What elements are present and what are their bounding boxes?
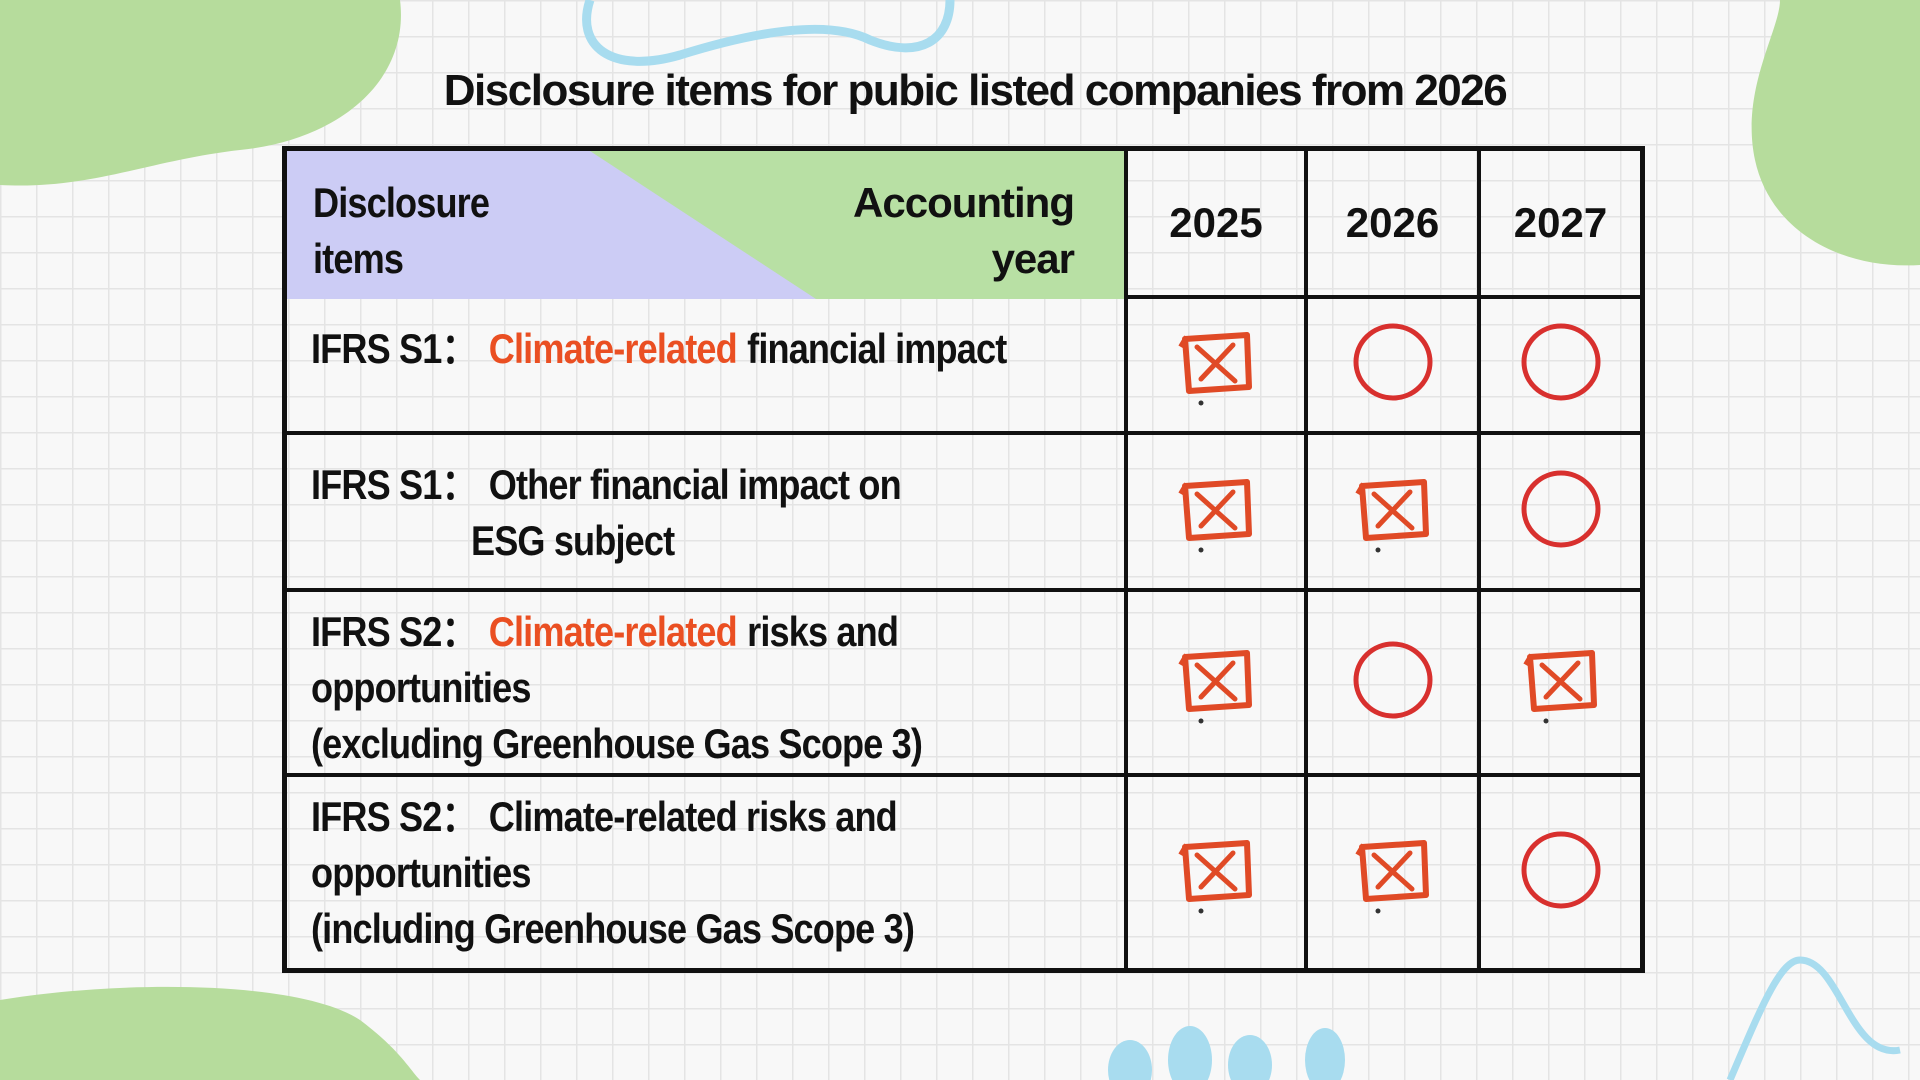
status-circle xyxy=(1521,831,1600,909)
year-header: Accounting year xyxy=(853,179,1075,282)
x-mark xyxy=(1194,660,1238,701)
header-bg xyxy=(287,151,1124,299)
table-row: IFRS S1： Climate-related financial impact xyxy=(282,294,1645,435)
highlight-text: Climate-related xyxy=(488,324,738,372)
status-cell xyxy=(1304,772,1481,973)
item-text: IFRS S2： Climate-related risks and opportu… xyxy=(311,789,915,957)
header-corner: Disclosure items Accounting year xyxy=(282,146,1128,299)
table-row: IFRS S1： Other financial impact on ESG sub… xyxy=(282,430,1645,592)
status-cell xyxy=(1304,430,1481,592)
x-mark xyxy=(1371,850,1414,892)
status-circle xyxy=(1521,323,1600,401)
status-cell xyxy=(1477,587,1645,777)
x-mark xyxy=(1194,850,1238,892)
status-circle xyxy=(1521,470,1600,547)
status-cell xyxy=(1477,430,1645,592)
dot-mark xyxy=(1543,718,1548,723)
x-mark xyxy=(1194,342,1238,384)
dot-mark xyxy=(1375,908,1380,914)
status-circle xyxy=(1353,641,1432,718)
item-text: IFRS S2： Climate-related risks and opportun… xyxy=(311,604,923,772)
year: 2025 xyxy=(1124,146,1308,299)
box-mark xyxy=(1354,478,1429,541)
highlight-text: Climate-related xyxy=(488,607,738,655)
dot-mark xyxy=(1198,718,1204,723)
box-mark xyxy=(1522,649,1597,712)
item-label: IFRS S2： xyxy=(311,607,478,655)
item-cell: IFRS S2： Climate-related risks and opportun… xyxy=(282,587,1128,777)
item-line: IFRS S1： Climate-related financial impact xyxy=(311,321,1007,377)
item-label: IFRS S2： xyxy=(311,792,478,840)
status-circle xyxy=(1353,323,1432,401)
status-cell xyxy=(1124,430,1308,592)
circle-mark xyxy=(1353,641,1432,718)
disclosure-table: Disclosure items Accounting year 2025 20… xyxy=(282,146,1645,973)
item-line: IFRS S2： Climate-related risks and xyxy=(311,604,922,660)
x-mark xyxy=(1371,489,1414,530)
title: Disclosure items for pubic listed compan… xyxy=(443,66,1508,115)
item-cell: IFRS S2： Climate-related risks and opportu… xyxy=(282,772,1128,973)
item-text: IFRS S1： Other financial impact on ESG sub… xyxy=(311,457,902,569)
status-cell xyxy=(1124,587,1308,777)
item-label: IFRS S1： xyxy=(311,460,478,508)
item-line: opportunities xyxy=(311,660,922,716)
status-cell xyxy=(1477,294,1645,435)
table-row: IFRS S2： Climate-related risks and opportun… xyxy=(282,587,1645,777)
item-segment: opportunities xyxy=(311,848,531,896)
circle-mark xyxy=(1521,831,1600,909)
status-cross xyxy=(1354,839,1429,914)
item-cell: IFRS S1： Other financial impact on ESG sub… xyxy=(282,430,1128,592)
dot-mark xyxy=(1198,547,1204,552)
status-cross xyxy=(1178,839,1252,914)
dot-mark xyxy=(1198,400,1204,406)
status-cross xyxy=(1178,332,1252,406)
item-segment: (including Greenhouse Gas Scope 3) xyxy=(311,904,915,952)
item-line: ESG subject xyxy=(311,513,901,569)
status-cross xyxy=(1178,649,1252,723)
box-mark xyxy=(1178,649,1252,712)
table-body: IFRS S1： Climate-related financial impact I… xyxy=(282,294,1645,973)
item-text: IFRS S1： Climate-related financial impact xyxy=(311,321,1007,377)
box-mark xyxy=(1178,839,1252,902)
status-cell xyxy=(1304,294,1481,435)
table-row: IFRS S2： Climate-related risks and opportu… xyxy=(282,772,1645,973)
circle-mark xyxy=(1521,323,1600,401)
item-line: IFRS S1： Other financial impact on xyxy=(311,457,902,513)
status-cross xyxy=(1178,478,1252,552)
dot-mark xyxy=(1375,547,1380,552)
status-cross xyxy=(1354,478,1429,552)
status-cell xyxy=(1124,294,1308,435)
item-cell: IFRS S1： Climate-related financial impact xyxy=(282,294,1128,435)
item-line: opportunities xyxy=(311,845,914,901)
year: 2026 xyxy=(1304,146,1481,299)
item-line: (excluding Greenhouse Gas Scope 3) xyxy=(311,716,923,772)
status-cell xyxy=(1304,587,1481,777)
item-segment: risks and xyxy=(747,607,899,655)
box-mark xyxy=(1178,478,1252,541)
status-cell xyxy=(1124,772,1308,973)
item-segment: Climate-related risks and xyxy=(488,792,898,840)
item-line: (including Greenhouse Gas Scope 3) xyxy=(311,901,915,957)
status-cross xyxy=(1522,649,1597,723)
circle-mark xyxy=(1353,323,1432,401)
item-segment: financial impact xyxy=(747,324,1007,372)
x-mark xyxy=(1539,660,1582,701)
item-segment: Other financial impact on xyxy=(488,460,902,508)
year: 2027 xyxy=(1477,146,1645,299)
item-segment: (excluding Greenhouse Gas Scope 3) xyxy=(311,719,923,767)
x-mark xyxy=(1194,489,1238,530)
box-mark xyxy=(1178,332,1252,394)
item-segment: ESG subject xyxy=(470,516,675,564)
status-cell xyxy=(1477,772,1645,973)
item-label: IFRS S1： xyxy=(311,324,478,372)
dot-mark xyxy=(1198,908,1204,914)
box-mark xyxy=(1354,839,1429,902)
item-segment: opportunities xyxy=(311,663,531,711)
circle-mark xyxy=(1521,470,1600,547)
item-line: IFRS S2： Climate-related risks and xyxy=(311,789,914,845)
items-header: Disclosure items xyxy=(313,179,490,282)
